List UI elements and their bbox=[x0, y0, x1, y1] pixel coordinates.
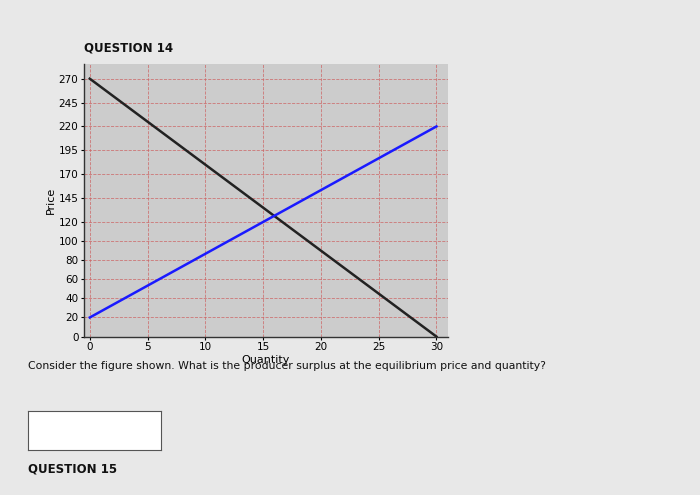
X-axis label: Quantity: Quantity bbox=[241, 355, 290, 365]
Text: QUESTION 14: QUESTION 14 bbox=[84, 42, 173, 54]
Text: Consider the figure shown. What is the producer surplus at the equilibrium price: Consider the figure shown. What is the p… bbox=[28, 361, 546, 371]
Text: QUESTION 15: QUESTION 15 bbox=[28, 462, 117, 475]
Y-axis label: Price: Price bbox=[46, 187, 56, 214]
